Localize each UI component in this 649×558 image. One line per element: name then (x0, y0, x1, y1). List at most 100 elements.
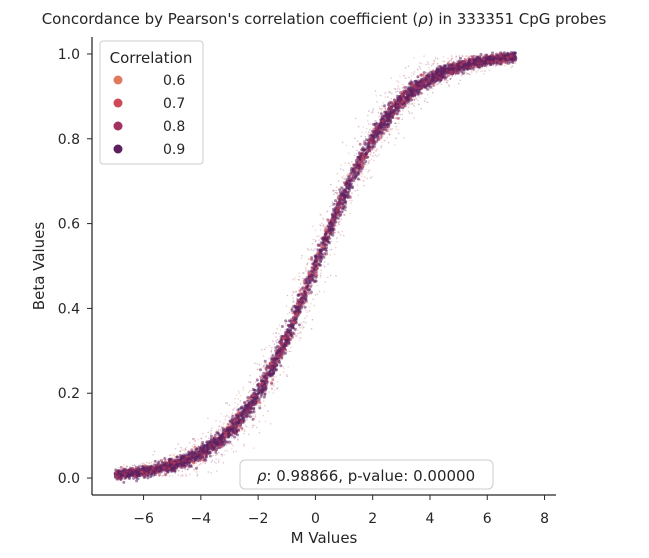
data-point (146, 461, 148, 464)
data-point (320, 269, 323, 272)
data-point (339, 220, 341, 222)
data-point (193, 439, 196, 441)
data-point (450, 55, 453, 57)
data-point (455, 55, 458, 57)
data-point (207, 471, 210, 473)
data-point (315, 240, 317, 242)
data-point (133, 464, 136, 467)
data-point (382, 135, 384, 137)
data-point (324, 281, 327, 283)
data-point (271, 347, 273, 349)
data-point (450, 77, 452, 80)
data-point (322, 217, 324, 219)
data-point (381, 105, 383, 107)
data-point (139, 463, 141, 466)
data-point (354, 137, 356, 140)
data-point (395, 125, 398, 128)
data-point (149, 461, 151, 464)
data-point (419, 62, 421, 64)
data-point (426, 71, 428, 74)
data-point (298, 278, 300, 281)
data-point (371, 149, 373, 152)
data-point (417, 103, 420, 106)
data-point (237, 390, 240, 392)
data-point (419, 96, 421, 98)
data-point (311, 242, 314, 245)
data-point (356, 184, 358, 186)
data-point (363, 140, 366, 144)
data-point (363, 143, 367, 147)
data-point (432, 62, 434, 65)
data-point (322, 225, 325, 228)
data-point (370, 131, 372, 134)
data-point (399, 113, 402, 116)
data-point (338, 221, 341, 223)
data-point (310, 302, 312, 305)
data-point (339, 234, 342, 236)
data-point (410, 75, 413, 77)
data-point (231, 448, 233, 450)
data-point (270, 355, 272, 358)
data-point (269, 344, 271, 347)
data-point (286, 313, 289, 315)
data-point (412, 98, 415, 101)
data-point (191, 438, 194, 440)
data-point (217, 459, 220, 461)
data-point (205, 461, 207, 464)
data-point (371, 110, 374, 112)
data-point (126, 465, 128, 467)
data-point (363, 180, 365, 182)
data-point (239, 394, 242, 397)
data-point (270, 423, 272, 425)
data-point (469, 55, 472, 57)
data-point (365, 164, 368, 166)
data-point (180, 446, 182, 449)
data-point (343, 175, 345, 177)
data-point (293, 277, 296, 279)
data-point (210, 472, 212, 474)
data-point (389, 128, 392, 130)
data-point (413, 99, 416, 101)
data-point (224, 449, 226, 452)
data-point (258, 420, 261, 423)
data-point (183, 465, 187, 469)
data-point (245, 425, 248, 428)
data-point (221, 455, 223, 457)
data-point (399, 75, 401, 78)
data-point (285, 305, 288, 307)
data-point (263, 400, 265, 402)
data-point (407, 103, 410, 106)
data-point (351, 192, 353, 194)
data-point (432, 83, 436, 87)
data-point (337, 180, 340, 182)
data-point (296, 335, 298, 337)
data-point (367, 171, 369, 173)
data-point (340, 168, 342, 170)
data-point (413, 99, 416, 101)
data-point (376, 148, 378, 150)
data-point (168, 475, 171, 477)
data-point (169, 454, 172, 457)
data-point (369, 123, 372, 125)
data-point (422, 71, 426, 75)
data-point (321, 222, 323, 225)
data-point (479, 52, 483, 56)
data-point (302, 326, 305, 329)
data-point (418, 65, 421, 68)
data-point (183, 449, 185, 451)
data-point (450, 60, 453, 62)
data-point (450, 58, 453, 60)
data-point (208, 454, 212, 458)
data-point (337, 192, 339, 194)
data-point (367, 123, 370, 125)
data-point (376, 101, 378, 103)
data-point (310, 328, 313, 330)
data-point (464, 55, 467, 57)
data-point (275, 332, 278, 334)
data-point (319, 274, 322, 277)
data-point (383, 139, 385, 142)
data-point (336, 192, 338, 195)
data-point (436, 57, 439, 60)
data-point (357, 194, 360, 196)
data-point (373, 148, 376, 150)
